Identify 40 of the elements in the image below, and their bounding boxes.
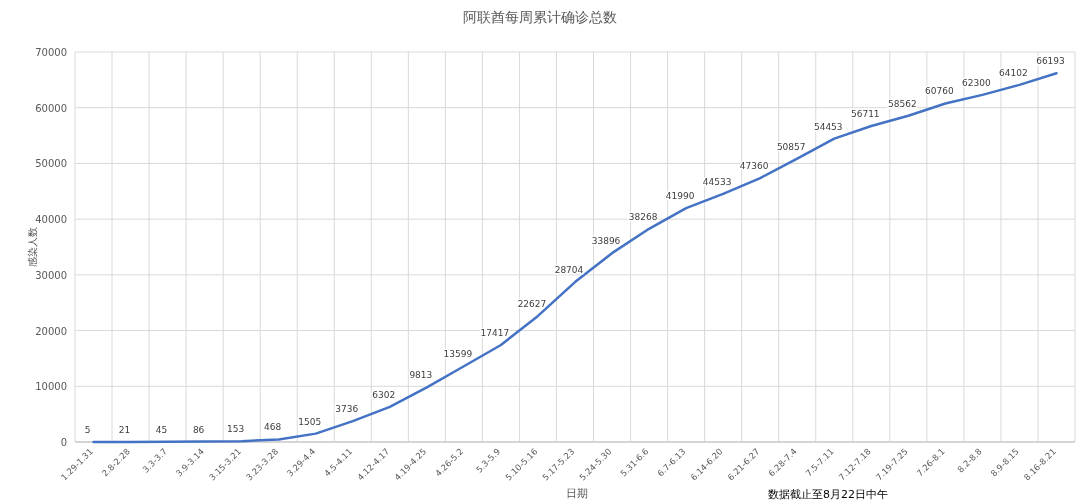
data-label: 44533 [702,176,732,187]
data-label: 86 [192,424,205,435]
data-label: 50857 [776,141,806,152]
data-label: 60760 [925,86,954,97]
y-tick-label: 10000 [35,381,67,393]
y-axis-title: 感染人数 [27,227,38,267]
data-label: 64102 [999,67,1028,78]
y-tick-label: 60000 [35,102,67,114]
y-tick-label: 30000 [35,269,67,281]
line-series [92,71,1058,444]
data-label: 468 [264,422,282,433]
data-label: 58562 [888,98,917,109]
data-label: 54453 [813,121,843,132]
data-label: 62300 [962,77,991,88]
data-label: 22627 [517,298,547,309]
y-tick-label: 50000 [35,158,67,170]
data-label: 47360 [739,161,769,172]
data-label: 45 [155,424,168,435]
data-label: 17417 [480,327,510,338]
data-label: 9813 [409,370,433,381]
data-label: 13599 [443,349,473,360]
data-label: 3736 [335,404,359,415]
data-label: 38268 [628,211,658,222]
data-label: 33896 [591,236,621,247]
data-label: 5 [84,424,91,435]
chart-title: 阿联酋每周累计确诊总数 [463,9,617,25]
y-tick-label: 40000 [35,214,67,226]
data-label: 66193 [1036,56,1065,67]
y-tick-label: 0 [60,437,67,448]
data-label: 21 [118,424,131,435]
data-label: 6302 [372,389,396,400]
text: 数据截止至8月22日中午 [768,488,888,501]
x-axis-title: 日期 [566,487,588,500]
data-label: 41990 [665,191,695,202]
data-label: 56711 [850,109,880,120]
y-tick-label: 20000 [35,325,67,337]
data-label: 1505 [298,416,322,427]
data-label: 153 [227,424,245,435]
data-label: 28704 [554,265,584,276]
y-tick-label: 70000 [35,47,67,58]
